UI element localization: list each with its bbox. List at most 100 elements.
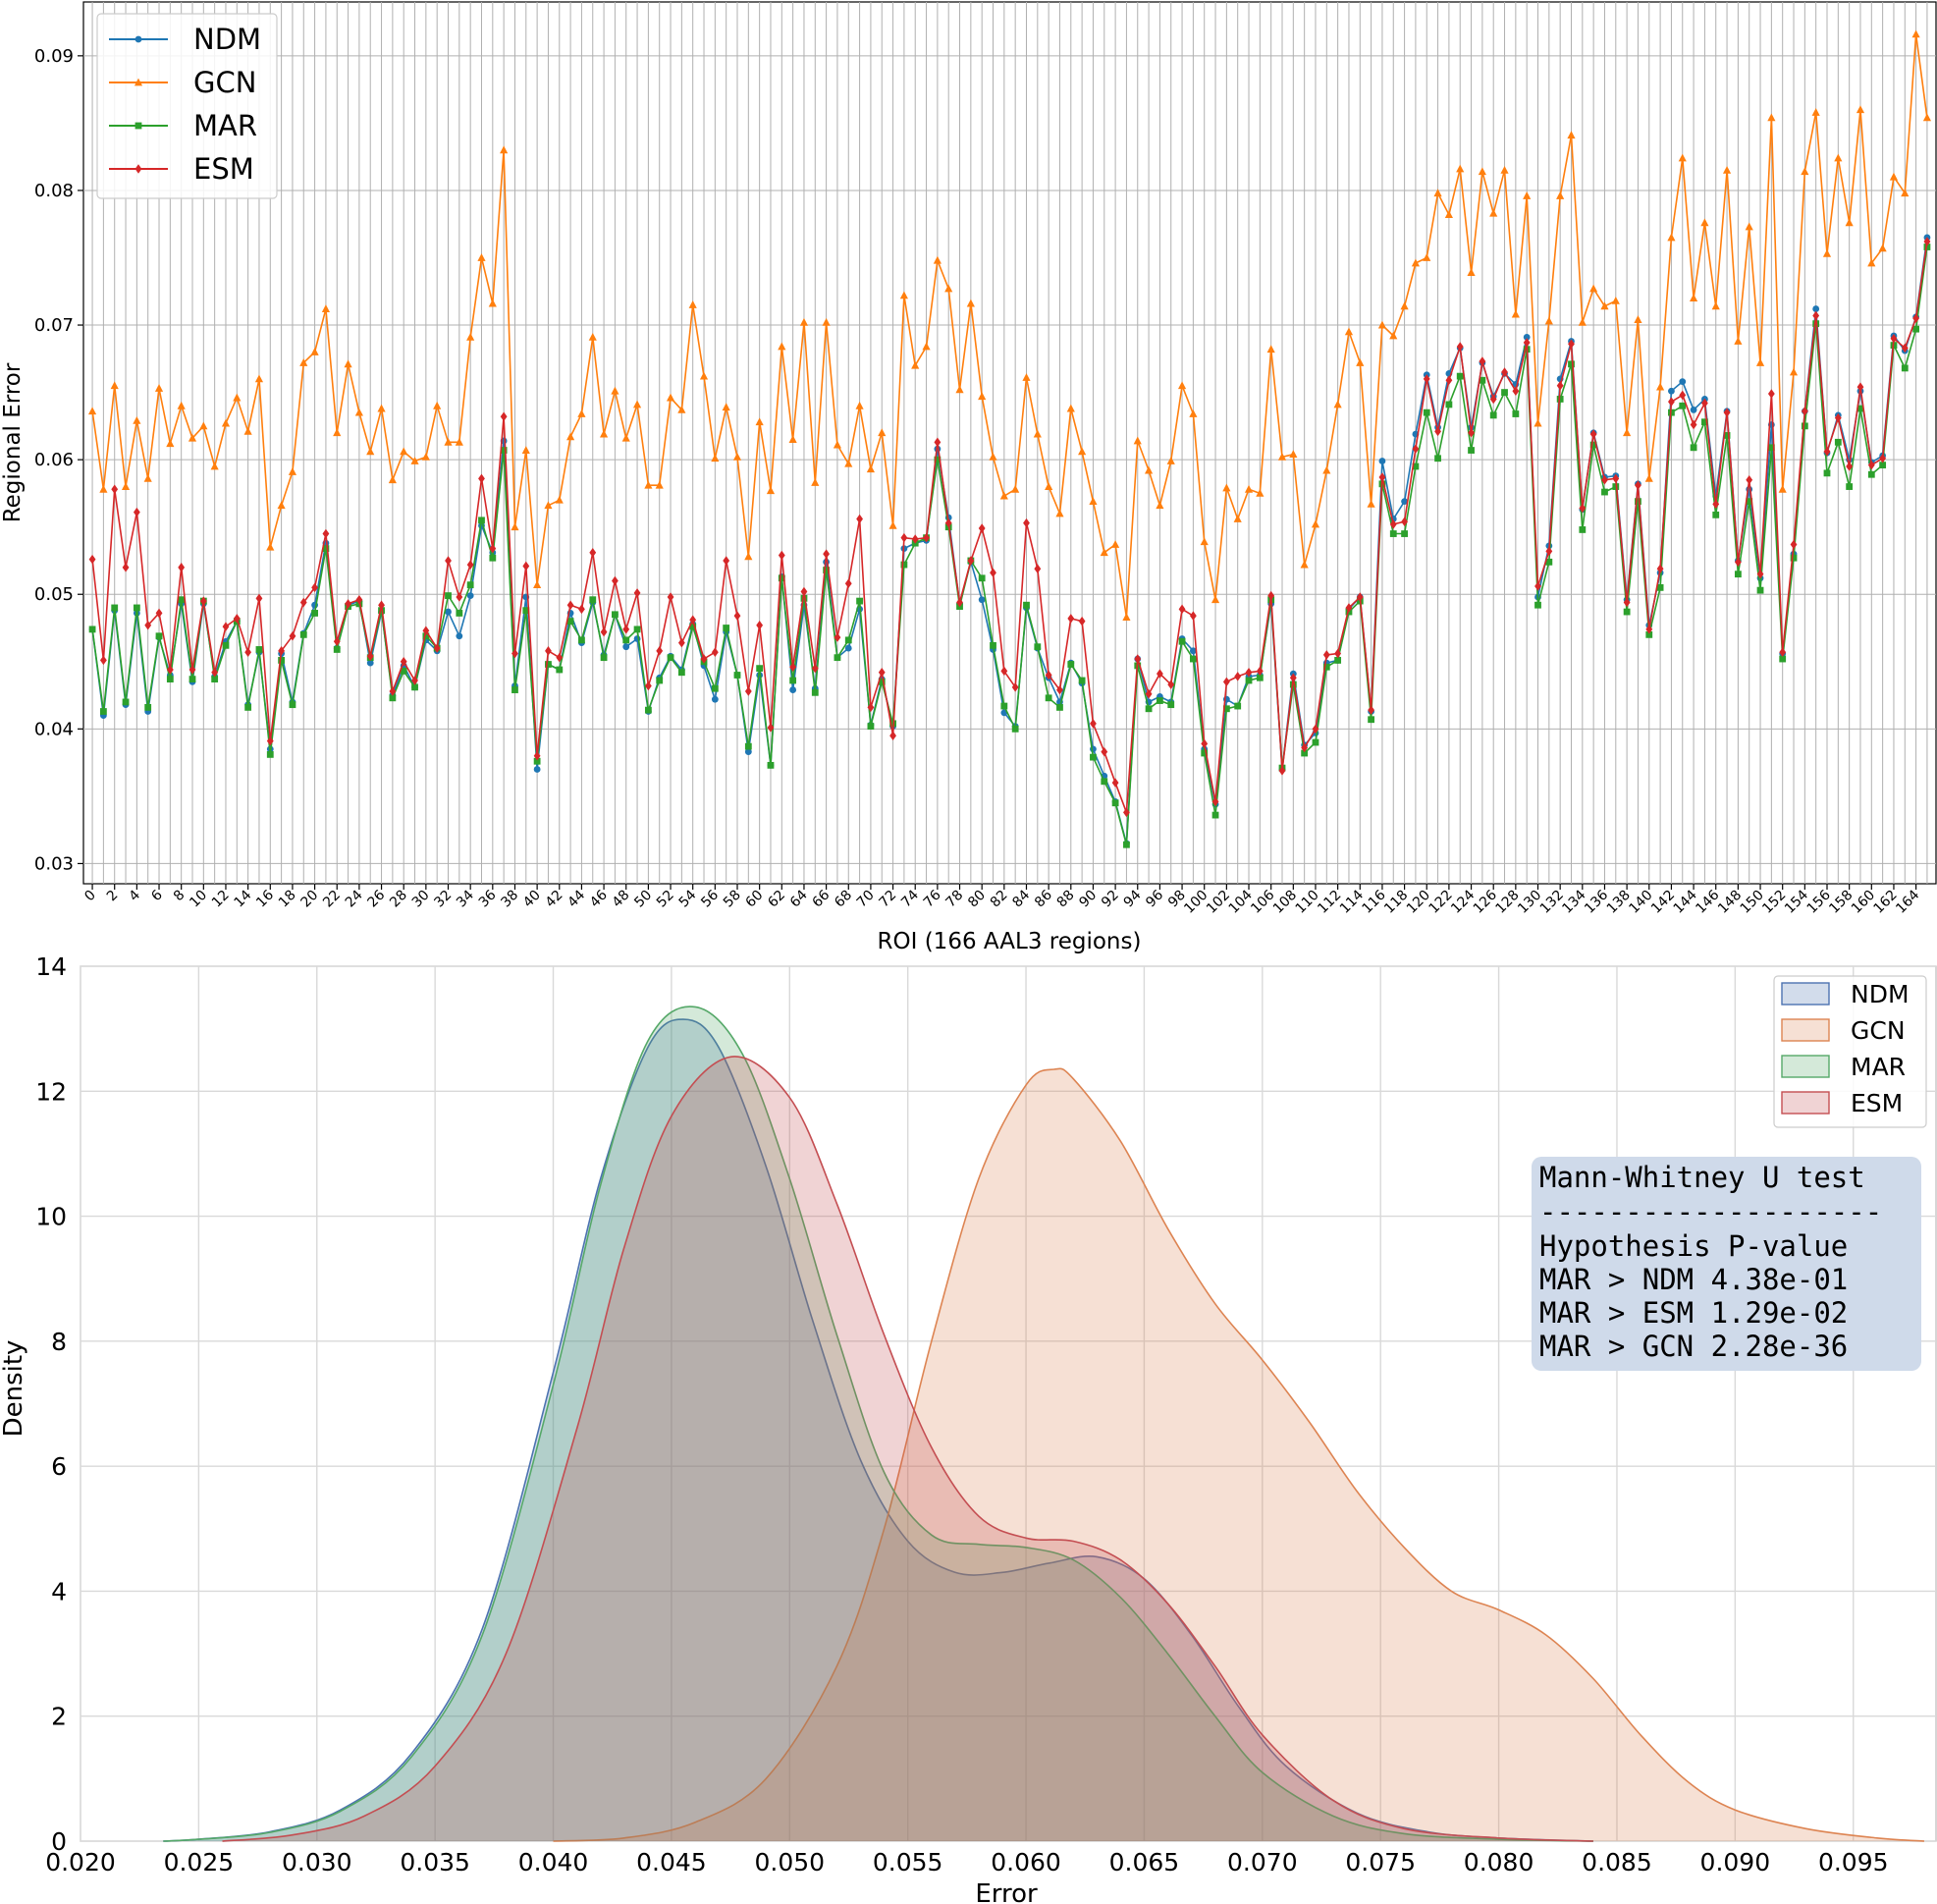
data-point-gcn bbox=[1423, 253, 1431, 261]
data-point-ndm bbox=[1401, 498, 1408, 506]
data-point-esm bbox=[1579, 503, 1587, 514]
top-x-tick-label: 50 bbox=[631, 888, 655, 911]
annotation-row: MAR > GCN 2.28e-36 bbox=[1539, 1330, 1848, 1363]
data-point-gcn bbox=[822, 317, 831, 326]
data-point-esm bbox=[856, 514, 863, 524]
data-point-gcn bbox=[277, 501, 286, 510]
legend-label-ndm: NDM bbox=[193, 23, 261, 56]
bottom-x-tick-label: 0.050 bbox=[755, 1848, 826, 1877]
top-y-ticks: 0.03 0.04 0.05 0.06 0.07 0.08 0.09 bbox=[34, 46, 83, 874]
data-point-gcn bbox=[1256, 488, 1264, 497]
data-point-mar bbox=[122, 698, 130, 706]
data-point-gcn bbox=[1233, 515, 1242, 522]
data-point-esm bbox=[1767, 389, 1775, 399]
data-point-mar bbox=[677, 669, 685, 677]
data-point-mar bbox=[266, 750, 274, 758]
data-point-gcn bbox=[1845, 218, 1854, 227]
data-point-esm bbox=[756, 621, 764, 630]
data-point-esm bbox=[1645, 625, 1653, 634]
data-point-mar bbox=[1635, 498, 1641, 506]
legend-label-ndm: NDM bbox=[1851, 980, 1910, 1008]
data-point-mar bbox=[1067, 661, 1075, 668]
data-point-mar bbox=[445, 592, 452, 600]
data-point-esm bbox=[1345, 603, 1353, 613]
data-point-gcn bbox=[477, 253, 486, 261]
data-point-gcn bbox=[1533, 418, 1542, 427]
data-point-gcn bbox=[1600, 301, 1609, 310]
data-point-mar bbox=[689, 623, 697, 630]
data-point-esm bbox=[1412, 444, 1420, 454]
data-point-gcn bbox=[1811, 108, 1820, 116]
data-point-esm bbox=[244, 647, 252, 657]
data-point-mar bbox=[1801, 422, 1808, 430]
data-point-esm bbox=[1101, 746, 1108, 757]
data-point-mar bbox=[856, 597, 863, 605]
data-point-esm bbox=[1456, 342, 1464, 352]
data-point-gcn bbox=[744, 552, 753, 561]
top-x-tick-label: 76 bbox=[921, 887, 944, 910]
data-point-esm bbox=[400, 657, 407, 667]
density-fill-gcn bbox=[553, 1068, 1924, 1841]
data-point-mar bbox=[133, 604, 140, 612]
data-point-esm bbox=[199, 596, 207, 606]
data-point-mar bbox=[1690, 444, 1697, 452]
data-point-gcn bbox=[1166, 457, 1175, 464]
data-point-mar bbox=[1456, 372, 1464, 380]
data-point-esm bbox=[445, 556, 452, 566]
data-point-gcn bbox=[866, 464, 875, 473]
bottom-x-ticks: 0.020 0.025 0.030 0.035 0.040 0.045 0.050 0.055… bbox=[45, 1848, 1888, 1877]
data-point-ndm bbox=[366, 659, 374, 667]
data-point-mar bbox=[244, 704, 252, 711]
data-point-esm bbox=[1879, 454, 1887, 463]
data-point-esm bbox=[600, 626, 608, 637]
legend-marker-ndm bbox=[135, 35, 142, 43]
top-x-tick-label: 34 bbox=[454, 887, 477, 910]
data-point-gcn bbox=[722, 403, 730, 411]
data-point-mar bbox=[222, 641, 230, 649]
annotation-title: Mann-Whitney U test bbox=[1539, 1161, 1865, 1194]
data-point-gcn bbox=[121, 482, 131, 490]
data-point-esm bbox=[345, 599, 351, 609]
data-point-mar bbox=[1679, 402, 1687, 409]
data-point-esm bbox=[823, 549, 831, 559]
mann-whitney-annotation: Mann-Whitney U test --------------------… bbox=[1532, 1157, 1921, 1371]
data-point-gcn bbox=[1078, 447, 1087, 456]
data-point-esm bbox=[1278, 766, 1286, 776]
data-point-esm bbox=[266, 735, 274, 746]
data-point-esm bbox=[411, 676, 418, 685]
data-point-esm bbox=[1812, 310, 1820, 321]
data-point-gcn bbox=[1200, 537, 1209, 546]
legend-label-gcn: GCN bbox=[1851, 1016, 1906, 1045]
data-point-mar bbox=[144, 704, 152, 711]
data-point-esm bbox=[533, 750, 541, 761]
data-point-ndm bbox=[789, 686, 797, 693]
bottom-x-tick-label: 0.065 bbox=[1109, 1848, 1180, 1877]
data-point-gcn bbox=[1222, 483, 1231, 492]
top-x-tick-label: 164 bbox=[1893, 887, 1922, 916]
top-y-tick-label: 0.04 bbox=[34, 719, 74, 739]
top-x-tick-label: 96 bbox=[1143, 887, 1166, 910]
data-point-gcn bbox=[1189, 409, 1198, 417]
data-point-esm bbox=[422, 626, 430, 636]
data-point-mar bbox=[1368, 716, 1375, 724]
data-point-gcn bbox=[1444, 210, 1453, 219]
data-point-gcn bbox=[243, 426, 252, 435]
top-x-tick-label: 86 bbox=[1032, 887, 1055, 910]
data-point-esm bbox=[1312, 724, 1319, 734]
data-point-mar bbox=[1545, 558, 1553, 566]
data-point-gcn bbox=[855, 401, 864, 409]
data-point-gcn bbox=[299, 358, 308, 366]
top-x-tick-label: 4 bbox=[127, 887, 144, 904]
series-markers-gcn bbox=[87, 29, 1932, 621]
top-legend: NDM GCN MAR ESM bbox=[96, 13, 278, 199]
data-point-mar bbox=[1645, 630, 1653, 638]
data-point-ndm bbox=[533, 766, 541, 773]
data-point-mar bbox=[800, 594, 808, 602]
data-point-mar bbox=[1301, 749, 1309, 757]
data-point-gcn bbox=[1367, 499, 1375, 508]
data-point-gcn bbox=[1344, 327, 1354, 336]
data-point-gcn bbox=[266, 542, 275, 551]
bottom-legend: NDM GCN MAR ESM bbox=[1773, 975, 1927, 1128]
data-point-gcn bbox=[711, 454, 720, 462]
